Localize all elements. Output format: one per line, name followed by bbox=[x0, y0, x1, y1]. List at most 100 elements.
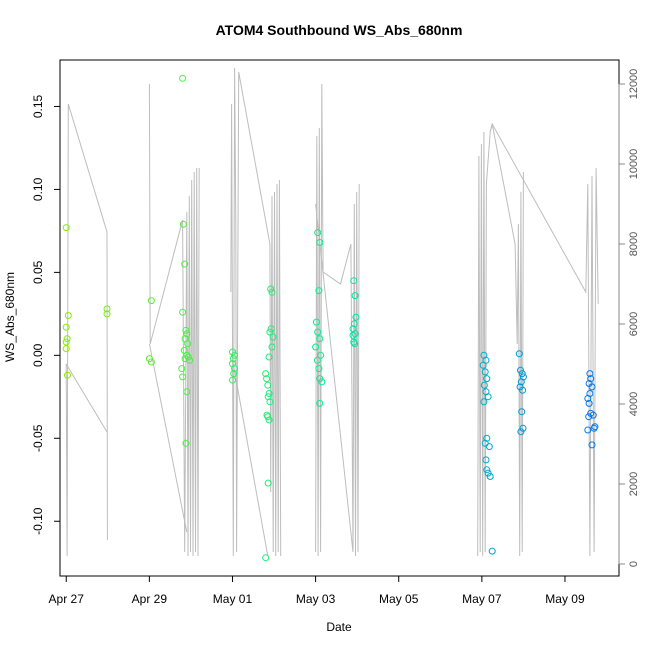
data-point bbox=[184, 340, 192, 348]
altitude-line-flight-2-descent bbox=[148, 343, 188, 533]
altitude-line-flight-1 bbox=[65, 103, 108, 557]
data-point bbox=[179, 308, 187, 316]
data-point bbox=[351, 340, 359, 348]
data-point bbox=[63, 335, 71, 343]
x-tick-label: May 09 bbox=[545, 592, 585, 606]
data-point bbox=[483, 375, 491, 383]
data-point bbox=[585, 399, 593, 407]
data-point bbox=[264, 381, 272, 389]
altitude-line-flight-5 bbox=[477, 123, 524, 557]
data-point bbox=[268, 343, 276, 351]
data-point bbox=[350, 277, 358, 285]
data-point bbox=[182, 439, 190, 447]
data-point bbox=[145, 355, 153, 363]
x-axis-label: Date bbox=[326, 620, 352, 634]
data-point bbox=[267, 285, 275, 293]
data-point bbox=[350, 320, 358, 328]
y-tick-label: 0.15 bbox=[31, 94, 45, 118]
data-points bbox=[62, 74, 599, 562]
altitude-line-flight-4-descent bbox=[315, 203, 354, 553]
data-point bbox=[585, 413, 593, 421]
data-point bbox=[488, 547, 496, 555]
data-point bbox=[485, 443, 493, 451]
data-point bbox=[103, 305, 111, 313]
data-point bbox=[312, 318, 320, 326]
data-point bbox=[351, 330, 359, 338]
data-point bbox=[266, 398, 274, 406]
data-point bbox=[179, 220, 187, 228]
data-point bbox=[312, 343, 320, 351]
data-point bbox=[264, 393, 272, 401]
data-point bbox=[265, 416, 273, 424]
data-point bbox=[229, 376, 236, 384]
data-point bbox=[266, 328, 274, 336]
data-point bbox=[480, 381, 488, 389]
data-point bbox=[515, 350, 523, 358]
data-point bbox=[483, 466, 491, 474]
data-point bbox=[316, 399, 324, 407]
y2-tick-label: 12000 bbox=[628, 69, 640, 100]
data-point bbox=[264, 479, 272, 487]
data-point bbox=[62, 345, 70, 353]
data-point bbox=[518, 408, 526, 416]
data-point bbox=[183, 351, 191, 359]
data-point bbox=[588, 441, 596, 449]
altitude-line-flight-4 bbox=[315, 83, 360, 557]
data-point bbox=[519, 424, 527, 432]
y2-tick-label: 0 bbox=[628, 561, 640, 567]
data-point bbox=[268, 288, 276, 296]
data-point bbox=[64, 312, 72, 319]
data-point bbox=[62, 323, 70, 331]
data-point bbox=[483, 434, 491, 442]
axes: Apr 27 Apr 29 May 01 May 03 May 05 May 07 May … bbox=[31, 69, 640, 606]
data-point bbox=[316, 239, 324, 246]
data-point bbox=[147, 297, 155, 305]
y2-tick-label: 8000 bbox=[628, 232, 640, 256]
data-point bbox=[351, 292, 359, 300]
data-point bbox=[265, 390, 273, 397]
data-point bbox=[64, 371, 71, 379]
data-point bbox=[589, 411, 597, 419]
x-tick-label: May 03 bbox=[296, 592, 336, 606]
data-point bbox=[318, 378, 326, 386]
data-point bbox=[262, 554, 270, 562]
data-point bbox=[183, 330, 191, 338]
data-point bbox=[482, 356, 490, 364]
x-tick-label: Apr 27 bbox=[49, 592, 85, 606]
data-point bbox=[178, 365, 186, 373]
plot-area bbox=[59, 59, 620, 577]
data-point bbox=[484, 393, 492, 401]
data-point bbox=[184, 353, 192, 361]
chart-title: ATOM4 Southbound WS_Abs_680nm bbox=[216, 22, 463, 38]
data-point bbox=[62, 338, 70, 346]
data-point bbox=[315, 365, 323, 373]
y-tick-label: -0.05 bbox=[31, 424, 45, 452]
data-point bbox=[179, 74, 187, 82]
y2-tick-label: 6000 bbox=[628, 312, 640, 336]
data-point bbox=[183, 388, 191, 396]
data-point bbox=[479, 361, 487, 369]
x-tick-label: May 05 bbox=[379, 592, 419, 606]
data-point bbox=[181, 260, 189, 268]
data-point bbox=[231, 365, 239, 373]
data-point bbox=[263, 375, 271, 383]
data-point bbox=[486, 473, 494, 480]
altitude-lines bbox=[65, 67, 599, 557]
data-point bbox=[264, 413, 272, 421]
data-point bbox=[519, 386, 527, 394]
data-point bbox=[517, 366, 524, 374]
data-point bbox=[587, 375, 595, 383]
y-axis-label: WS_Abs_680nm bbox=[3, 272, 17, 362]
data-point bbox=[584, 395, 592, 402]
y2-tick-label: 2000 bbox=[628, 472, 640, 496]
data-point bbox=[481, 368, 489, 376]
data-point bbox=[62, 224, 70, 232]
data-point bbox=[186, 356, 194, 364]
altitude-line-flight-2 bbox=[148, 83, 200, 557]
data-point bbox=[269, 333, 277, 341]
data-point bbox=[230, 370, 238, 378]
x-tick-label: Apr 29 bbox=[132, 592, 168, 606]
data-point bbox=[584, 426, 592, 434]
data-point bbox=[517, 378, 525, 386]
data-point bbox=[590, 424, 598, 432]
